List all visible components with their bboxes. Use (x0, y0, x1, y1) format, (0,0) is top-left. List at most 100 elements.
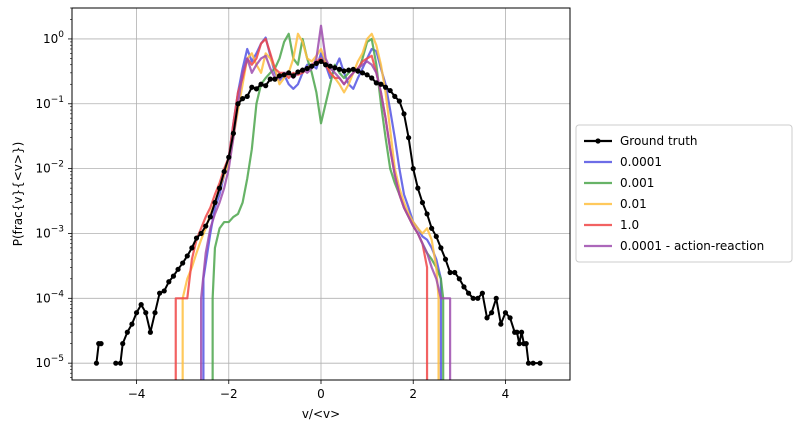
ground-truth-point (235, 101, 241, 107)
ground-truth-point (129, 321, 135, 327)
ground-truth-point (318, 58, 324, 65)
ground-truth-point (341, 68, 347, 74)
ground-truth-point (493, 295, 499, 301)
ground-truth-point (479, 290, 485, 296)
ground-truth-point (290, 73, 296, 79)
ground-truth-point (207, 214, 213, 220)
ground-truth-point (299, 67, 306, 73)
y-ticks: 10−5 10−4 10−3 10−2 10−1 100 (35, 7, 72, 378)
ground-truth-point (267, 76, 273, 82)
ground-truth-point (175, 266, 181, 272)
legend-label: 1.0 (620, 218, 639, 232)
ground-truth-point (249, 84, 255, 90)
ground-truth-point (456, 276, 462, 282)
y-tick-label: 10−3 (35, 224, 64, 240)
ground-truth-point (429, 225, 435, 231)
ground-truth-point (93, 360, 100, 366)
ground-truth-point (117, 360, 124, 366)
ground-truth-point (424, 211, 430, 217)
ground-truth-point (452, 269, 458, 276)
ground-truth-point (378, 81, 384, 87)
y-axis-label: P(frac{v}{<v>}) (11, 142, 25, 247)
ground-truth-point (113, 360, 119, 366)
ground-truth-point (98, 341, 104, 347)
ground-truth-point (124, 329, 130, 335)
ground-truth-point (221, 168, 227, 175)
y-tick-label: 10−4 (35, 289, 64, 305)
ground-truth-point (530, 360, 536, 366)
ground-truth-point (193, 235, 200, 241)
grid (72, 8, 570, 380)
ground-truth-point (170, 273, 177, 279)
ground-truth-point (359, 70, 366, 76)
ground-truth-point (387, 87, 393, 94)
ground-truth-point (433, 233, 439, 240)
ground-truth-point (295, 69, 301, 75)
ground-truth-point (286, 70, 292, 76)
ground-truth-point (253, 86, 260, 92)
ground-truth-point (523, 341, 529, 347)
ground-truth-point (438, 245, 444, 251)
x-tick-label: 0 (317, 387, 325, 401)
ground-truth-point (198, 230, 204, 237)
ground-truth-point (143, 310, 149, 316)
ground-truth-point (138, 302, 144, 308)
x-tick-label: 2 (409, 387, 417, 401)
ground-truth-point (484, 315, 490, 321)
ground-truth-point (350, 66, 356, 72)
y-tick-label: 100 (43, 30, 64, 46)
ground-truth-point (396, 98, 402, 104)
ground-truth-point (516, 341, 522, 347)
ground-truth-point (355, 68, 361, 74)
ground-truth-point (133, 310, 140, 316)
x-tick-label: 4 (502, 387, 510, 401)
ground-truth-point (525, 360, 532, 366)
ground-truth-point (442, 256, 449, 262)
ground-truth-point (518, 329, 525, 335)
ground-truth-point (364, 72, 370, 78)
ground-truth-point (240, 96, 246, 102)
plot-area (93, 24, 543, 380)
ground-truth-point (332, 65, 338, 71)
ground-truth-point (489, 310, 495, 316)
ground-truth-point (392, 93, 398, 99)
x-axis-label: v/<v> (302, 407, 340, 421)
ground-truth-point (304, 65, 310, 72)
ground-truth-point (244, 93, 250, 99)
ground-truth-point (152, 310, 158, 316)
legend-label: 0.0001 (620, 155, 662, 169)
ground-truth-point (203, 223, 209, 229)
ground-truth-point (406, 135, 412, 141)
ground-truth-point (447, 269, 453, 276)
x-tick-label: −2 (220, 387, 238, 401)
legend-marker (595, 138, 601, 144)
ground-truth-point (161, 288, 167, 294)
ground-truth-point (184, 253, 190, 259)
ground-truth-point (309, 63, 315, 69)
ground-truth-point (373, 80, 379, 86)
ground-truth-point (216, 185, 223, 191)
ground-truth-point (461, 284, 467, 290)
ground-truth-point (276, 73, 283, 79)
ground-truth-point (157, 290, 163, 296)
ground-truth-point (475, 295, 481, 301)
ground-truth-point (336, 66, 343, 72)
x-ticks: −4 −2 0 2 4 (128, 380, 510, 401)
ground-truth-point (419, 199, 426, 206)
ground-truth-point (281, 72, 287, 78)
ground-truth-point (313, 60, 319, 66)
ground-truth-point (272, 76, 278, 82)
y-tick-label: 10−1 (35, 95, 64, 111)
ground-truth-point (327, 63, 333, 69)
ground-truth-point (230, 130, 236, 136)
legend-label: 0.01 (620, 197, 647, 211)
ground-truth-point (382, 84, 389, 90)
ground-truth-point (147, 329, 153, 335)
ground-truth-point (226, 154, 232, 160)
ground-truth-point (465, 290, 472, 296)
legend: Ground truth 0.0001 0.001 0.01 1.0 0.0001 - a… (575, 124, 793, 263)
legend-label: 0.0001 - action-reaction (620, 239, 764, 253)
legend-label: Ground truth (620, 134, 698, 148)
ground-truth-point (369, 75, 375, 81)
